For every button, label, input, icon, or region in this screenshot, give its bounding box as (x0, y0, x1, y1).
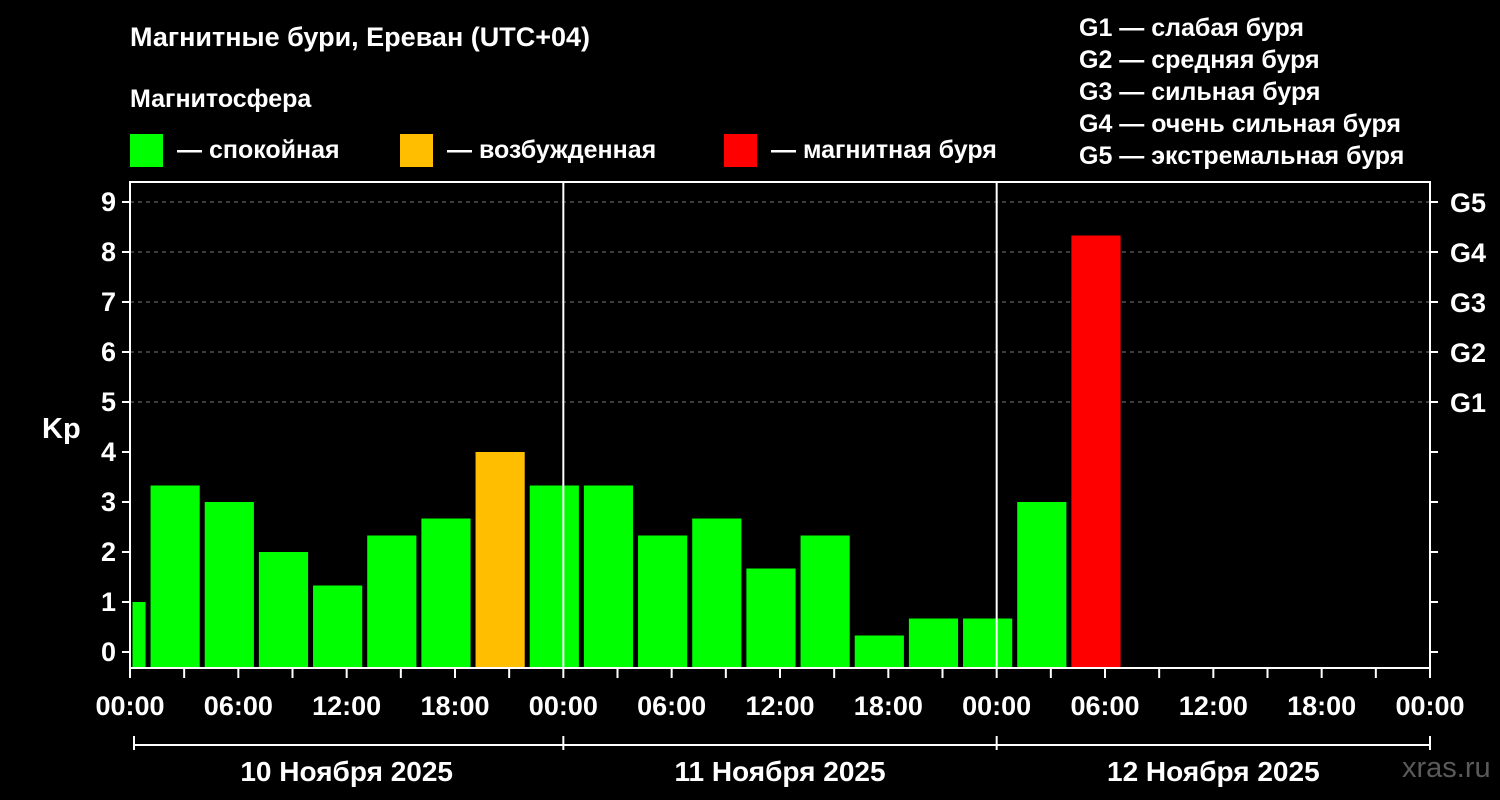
kp-bar (854, 635, 904, 668)
kp-bar (963, 618, 1013, 668)
kp-bar (746, 568, 796, 668)
g-legend-g2: G2 — средняя буря (1079, 46, 1320, 74)
date-label: 11 Ноября 2025 (674, 756, 885, 787)
legend-swatch-storm (724, 134, 757, 167)
legend-label-excited: — возбужденная (447, 136, 657, 164)
g-tick-label: G2 (1450, 338, 1486, 368)
kp-bar (258, 552, 309, 668)
y-tick-label: 2 (101, 537, 116, 567)
kp-bar (132, 602, 146, 668)
x-tick-label: 12:00 (745, 691, 814, 721)
y-tick-label: 6 (101, 337, 116, 367)
watermark: xras.ru (1402, 752, 1491, 784)
y-tick-label: 3 (101, 487, 116, 517)
g-tick-label: G4 (1450, 238, 1486, 268)
g-legend-g5: G5 — экстремальная буря (1079, 142, 1405, 170)
x-tick-label: 00:00 (1395, 691, 1464, 721)
x-tick-label: 12:00 (312, 691, 381, 721)
kp-bar (204, 502, 254, 668)
y-tick-label: 5 (101, 387, 116, 417)
x-tick-label: 18:00 (1287, 691, 1356, 721)
x-tick-label: 00:00 (529, 691, 598, 721)
legend-label-calm: — спокойная (177, 136, 340, 164)
date-label: 10 Ноября 2025 (240, 756, 453, 787)
kp-bar (313, 585, 363, 668)
storm-level-legend: G1 — слабая буря G2 — средняя буря G3 — … (1079, 12, 1404, 172)
kp-bar (908, 618, 959, 668)
y-tick-label: 7 (101, 287, 116, 317)
kp-bar (692, 518, 742, 668)
y-tick-label: 4 (101, 437, 116, 467)
y-tick-label: 1 (101, 587, 116, 617)
legend-label-storm: — магнитная буря (771, 136, 997, 164)
x-tick-label: 06:00 (1070, 691, 1139, 721)
date-label: 12 Ноября 2025 (1107, 756, 1320, 787)
chart-title: Магнитные бури, Ереван (UTC+04) (130, 22, 591, 52)
legend-swatch-calm (130, 134, 163, 167)
kp-bar (583, 485, 634, 668)
x-tick-label: 00:00 (95, 691, 164, 721)
g-legend-g3: G3 — сильная буря (1079, 78, 1321, 106)
magnetosphere-subtitle: Магнитосфера (130, 85, 312, 113)
legend-item-storm: — магнитная буря (724, 134, 997, 167)
x-tick-label: 18:00 (420, 691, 489, 721)
g-legend-g1: G1 — слабая буря (1079, 14, 1305, 42)
kp-bar (638, 535, 688, 668)
kp-bar (475, 452, 525, 668)
x-tick-label: 00:00 (962, 691, 1031, 721)
x-tick-label: 18:00 (854, 691, 923, 721)
kp-bar (150, 485, 200, 668)
kp-bar (367, 535, 417, 668)
legend-swatch-excited (400, 134, 433, 167)
legend-item-calm: — спокойная (130, 134, 340, 167)
y-tick-label: 8 (101, 237, 116, 267)
x-tick-label: 06:00 (637, 691, 706, 721)
g-legend-g4: G4 — очень сильная буря (1079, 110, 1401, 138)
x-tick-label: 12:00 (1179, 691, 1248, 721)
y-axis-label: Kp (42, 413, 81, 445)
legend-item-excited: — возбужденная (400, 134, 656, 167)
kp-bar (800, 535, 850, 668)
g-tick-label: G1 (1450, 388, 1486, 418)
y-tick-label: 9 (101, 187, 116, 217)
g-tick-label: G3 (1450, 288, 1486, 318)
x-tick-label: 06:00 (204, 691, 273, 721)
kp-bar (1017, 502, 1067, 668)
y-tick-label: 0 (101, 637, 116, 667)
kp-bar (1071, 235, 1121, 668)
kp-bar (421, 518, 471, 668)
kp-bar (529, 485, 579, 668)
g-tick-label: G5 (1450, 188, 1486, 218)
